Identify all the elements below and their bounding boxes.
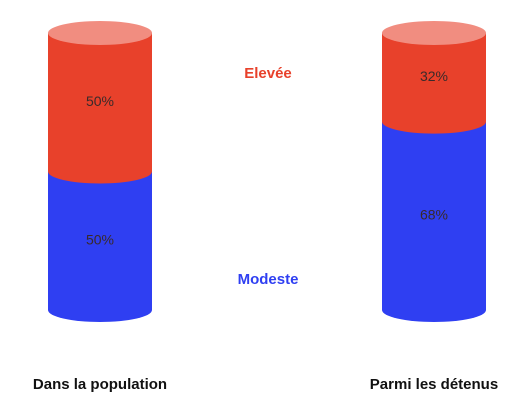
category-label: Dans la population bbox=[33, 376, 167, 393]
cylinder-segment bbox=[48, 171, 152, 322]
legend-label: Modeste bbox=[238, 271, 299, 288]
cylinder-segment bbox=[382, 121, 486, 322]
cylinder-segment bbox=[382, 33, 486, 134]
value-label: 50% bbox=[86, 93, 114, 109]
legend-label: Elevée bbox=[244, 65, 292, 82]
cylinder-top bbox=[382, 21, 486, 45]
value-label: 68% bbox=[420, 207, 448, 223]
value-label: 32% bbox=[420, 68, 448, 84]
category-label: Parmi les détenus bbox=[370, 376, 498, 393]
value-label: 50% bbox=[86, 231, 114, 247]
cylinder-top bbox=[48, 21, 152, 45]
cylinder-segment bbox=[48, 33, 152, 184]
